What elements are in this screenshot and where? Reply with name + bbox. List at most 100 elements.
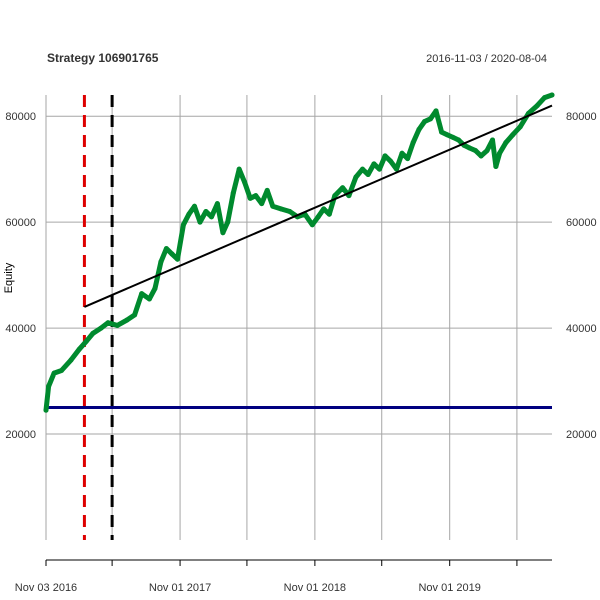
equity-point xyxy=(484,148,490,154)
equity-point xyxy=(76,346,82,352)
x-tick-label: Nov 01 2017 xyxy=(149,582,211,594)
chart-title: Strategy 106901765 xyxy=(47,51,159,65)
equity-point xyxy=(377,166,383,172)
equity-point xyxy=(220,230,226,236)
y-axis-label: Equity xyxy=(3,262,15,293)
equity-point xyxy=(473,148,479,154)
equity-point xyxy=(427,116,433,122)
equity-point xyxy=(490,137,496,143)
equity-point xyxy=(309,222,315,228)
vertical-markers xyxy=(82,95,114,540)
equity-point xyxy=(139,291,145,297)
series-layer xyxy=(43,92,555,413)
trend-line xyxy=(84,104,553,308)
equity-point xyxy=(163,246,169,252)
equity-point xyxy=(83,338,89,344)
equity-point xyxy=(197,219,203,225)
axes: Nov 03 2016 Nov 01 2017 Nov 01 2018 Nov 01 … xyxy=(5,111,596,594)
y-tick-label-right: 60000 xyxy=(566,217,597,229)
y-tick-label-right: 20000 xyxy=(566,429,597,441)
equity-point xyxy=(450,134,456,140)
equity-point xyxy=(98,325,104,331)
equity-point xyxy=(186,211,192,217)
equity-point xyxy=(191,203,197,209)
equity-points xyxy=(43,92,555,413)
x-tick-label: Nov 01 2018 xyxy=(284,582,346,594)
equity-point xyxy=(321,206,327,212)
equity-point xyxy=(353,174,359,180)
equity-point xyxy=(534,103,540,109)
equity-point xyxy=(444,132,450,138)
equity-point xyxy=(510,132,516,138)
grid xyxy=(45,95,552,540)
equity-point xyxy=(132,312,138,318)
y-tick-label-left: 20000 xyxy=(5,429,36,441)
equity-point xyxy=(259,201,265,207)
equity-point xyxy=(394,166,400,172)
equity-point xyxy=(326,211,332,217)
equity-point xyxy=(169,251,175,257)
equity-point xyxy=(43,407,49,413)
equity-point xyxy=(542,95,548,101)
equity-point xyxy=(287,209,293,215)
equity-point xyxy=(51,370,57,376)
equity-point xyxy=(478,153,484,159)
equity-point xyxy=(59,367,65,373)
equity-series-line xyxy=(43,92,555,413)
equity-point xyxy=(416,126,422,132)
date-range: 2016-11-03 / 2020-08-04 xyxy=(426,53,547,65)
equity-point xyxy=(365,171,371,177)
equity-point xyxy=(405,156,411,162)
equity-point xyxy=(422,118,428,124)
equity-point xyxy=(278,206,284,212)
equity-point xyxy=(549,92,555,98)
equity-point xyxy=(467,145,473,151)
equity-point xyxy=(225,219,231,225)
equity-point xyxy=(456,137,462,143)
equity-point xyxy=(180,222,186,228)
trend-layer xyxy=(84,104,553,308)
equity-point xyxy=(517,124,523,130)
equity-point xyxy=(174,256,180,262)
equity-point xyxy=(152,285,158,291)
equity-point xyxy=(270,203,276,209)
equity-point xyxy=(371,161,377,167)
equity-point xyxy=(203,209,209,215)
equity-point xyxy=(382,153,388,159)
equity-point xyxy=(124,317,130,323)
equity-point xyxy=(105,320,111,326)
equity-point xyxy=(114,322,120,328)
y-tick-label-left: 60000 xyxy=(5,217,36,229)
equity-point xyxy=(68,357,74,363)
equity-point xyxy=(46,383,52,389)
equity-point xyxy=(214,201,220,207)
equity-point xyxy=(315,214,321,220)
equity-point xyxy=(410,140,416,146)
equity-point xyxy=(439,129,445,135)
y-tick-label-left: 80000 xyxy=(5,111,36,123)
equity-point xyxy=(208,214,214,220)
equity-point xyxy=(433,108,439,114)
equity-point xyxy=(158,259,164,265)
equity-point xyxy=(90,330,96,336)
equity-point xyxy=(236,166,242,172)
equity-point xyxy=(340,185,346,191)
equity-point xyxy=(503,140,509,146)
y-tick-label-right: 80000 xyxy=(566,111,597,123)
equity-point xyxy=(399,150,405,156)
y-tick-label-left: 40000 xyxy=(5,323,36,335)
equity-point xyxy=(388,158,394,164)
y-tick-label-right: 40000 xyxy=(566,323,597,335)
equity-point xyxy=(264,187,270,193)
equity-point xyxy=(230,190,236,196)
equity-point xyxy=(253,193,259,199)
x-tick-label: Nov 03 2016 xyxy=(15,582,77,594)
equity-point xyxy=(146,296,152,302)
equity-point xyxy=(360,166,366,172)
x-tick-label: Nov 01 2019 xyxy=(418,582,480,594)
equity-point xyxy=(242,179,248,185)
equity-point xyxy=(332,193,338,199)
equity-point xyxy=(493,164,499,170)
equity-point xyxy=(247,195,253,201)
